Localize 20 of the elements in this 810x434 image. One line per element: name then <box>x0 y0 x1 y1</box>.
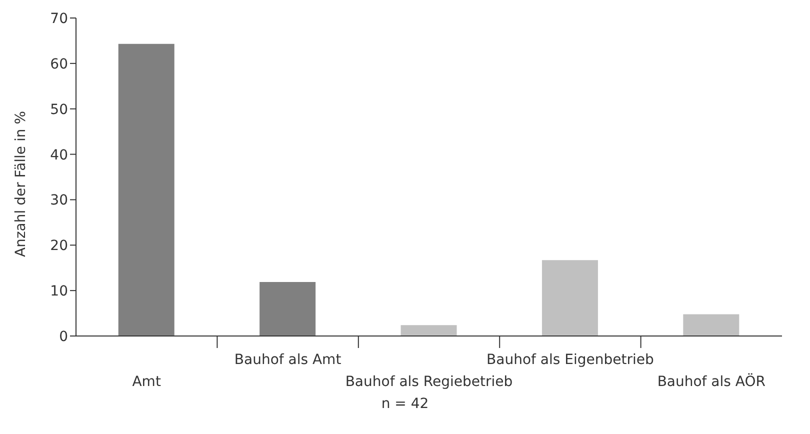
x-tick-label: Bauhof als Eigenbetrieb <box>486 352 654 368</box>
y-tick-label: 10 <box>50 284 68 300</box>
bar <box>260 282 316 336</box>
x-tick-label: Bauhof als Amt <box>234 352 342 368</box>
bar <box>118 44 174 336</box>
y-tick-label: 40 <box>50 147 68 164</box>
text: n = 42 <box>380 396 430 412</box>
y-tick-label: 30 <box>50 192 68 209</box>
x-tick-label: Bauhof als Regiebetrieb <box>345 374 513 390</box>
y-tick-label: 50 <box>50 102 68 118</box>
x-tick-label: Amt <box>132 374 162 390</box>
bar <box>542 260 598 336</box>
y-axis-title: Anzahl der Fälle in % <box>12 110 29 257</box>
y-tick-label: 60 <box>50 56 68 72</box>
bar <box>400 325 457 336</box>
y-tick-label: 0 <box>59 328 68 345</box>
x-tick-label: Bauhof als AÖR <box>657 373 766 390</box>
y-tick-label: 20 <box>50 238 68 254</box>
y-tick-label: 70 <box>50 10 68 27</box>
bar <box>683 314 740 336</box>
